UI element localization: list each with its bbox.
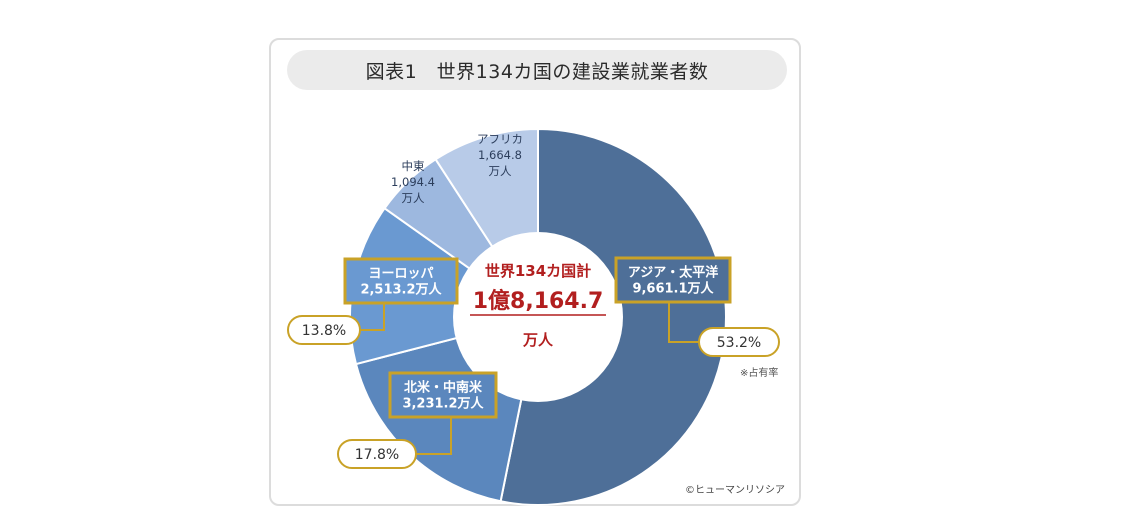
- chart-card: 図表1 世界134カ国の建設業就業者数 世界134カ国計 1億8,164.7 万人ア…: [269, 38, 801, 506]
- center-total: 1億8,164.7: [473, 288, 604, 314]
- europe-box: [343, 257, 459, 305]
- americas-box: [388, 371, 498, 419]
- asia-pacific-share-pill: [698, 327, 780, 357]
- americas-share-label: 17.8%: [355, 447, 399, 463]
- europe-value: 2,513.2万人: [360, 282, 442, 298]
- americas-share-pill: [337, 439, 417, 469]
- center-title: 世界134カ国計: [485, 262, 591, 280]
- africa-value: 1,664.8: [478, 148, 522, 162]
- europe-share-pill: [287, 315, 361, 345]
- americas-leader: [416, 417, 452, 455]
- asia-pacific-name: アジア・太平洋: [628, 265, 718, 281]
- donut-chart: 世界134カ国計1億8,164.7万人アジア・太平洋9,661.1万人53.2%…: [287, 127, 780, 506]
- asia-pacific-value: 9,661.1万人: [632, 281, 714, 297]
- middle-east-value: 1,094.4: [391, 175, 435, 189]
- copyright-credit: ©ヒューマンリソシア: [685, 485, 785, 496]
- americas-value: 3,231.2万人: [402, 396, 484, 412]
- africa-value: 万人: [489, 164, 512, 178]
- share-note: ※占有率: [740, 368, 779, 379]
- americas-name: 北米・中南米: [404, 380, 483, 396]
- donut-hole: [453, 232, 623, 402]
- asia-pacific-share-label: 53.2%: [717, 335, 761, 351]
- europe-leader: [358, 303, 385, 331]
- europe-name: ヨーロッパ: [368, 267, 433, 282]
- asia-pacific-leader: [668, 302, 699, 343]
- africa-name: アフリカ: [477, 132, 523, 146]
- asia-pacific-box: [614, 256, 732, 304]
- center-unit: 万人: [522, 331, 554, 349]
- middle-east-name: 中東: [402, 159, 425, 173]
- europe-share-label: 13.8%: [302, 323, 346, 339]
- middle-east-value: 万人: [402, 191, 425, 205]
- chart-title: 図表1 世界134カ国の建設業就業者数: [287, 50, 787, 90]
